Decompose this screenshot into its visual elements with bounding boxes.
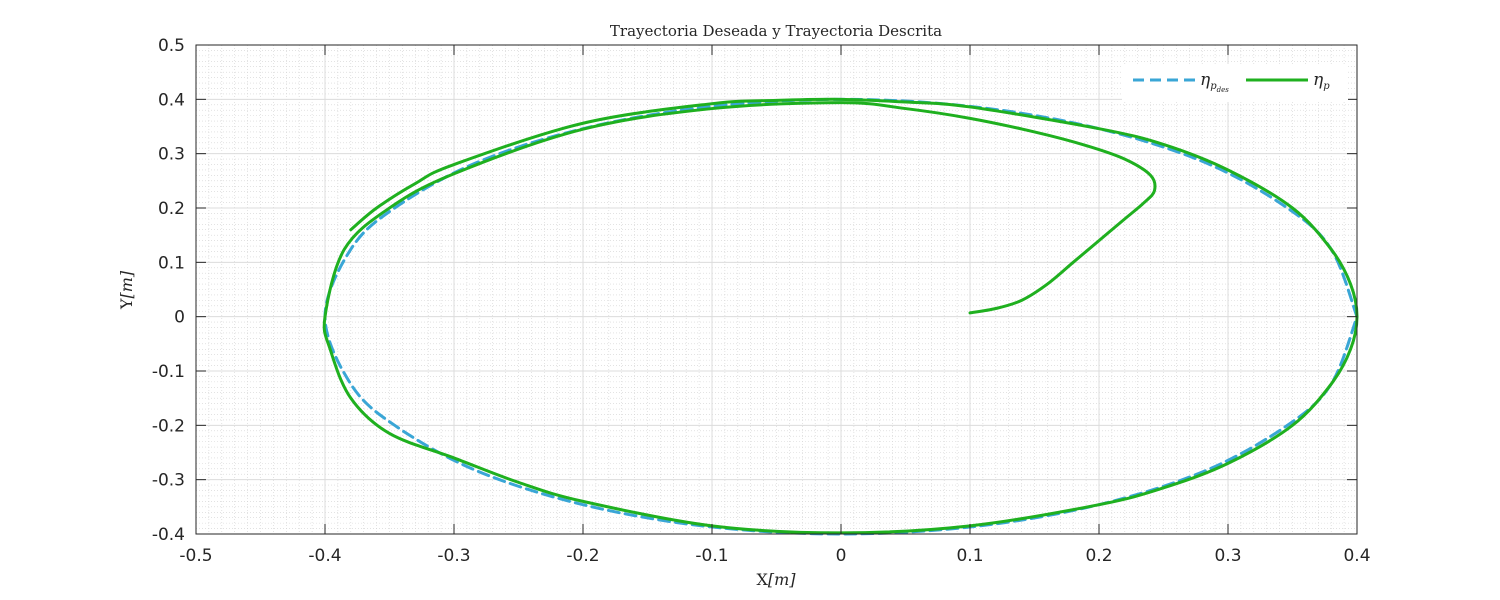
legend-actual-eta: η	[1313, 70, 1324, 90]
ticks-layer	[195, 44, 1358, 535]
x-tick-label: -0.5	[179, 546, 212, 566]
y-tick-label: -0.1	[152, 362, 185, 382]
legend-desired-sub: p	[1210, 81, 1217, 92]
y-axis-label-main: Y	[117, 298, 136, 310]
x-axis-label: X[m]	[756, 570, 796, 589]
y-tick-label: 0.4	[158, 90, 185, 110]
legend-desired-subsub: des	[1217, 86, 1230, 94]
x-tick-label: -0.4	[308, 546, 341, 566]
x-axis-label-unit: [m]	[768, 570, 796, 589]
x-tick-label: 0	[836, 546, 847, 566]
y-tick-label: -0.2	[152, 416, 185, 436]
legend-box	[1122, 64, 1348, 102]
legend-label-actual: ηp	[1313, 70, 1330, 92]
x-tick-label: 0.4	[1343, 546, 1370, 566]
y-axis-label-unit: [m]	[117, 270, 136, 298]
axes-box	[195, 44, 1358, 535]
legend-desired-eta: η	[1200, 70, 1211, 90]
legend: ηpdes ηp	[1122, 64, 1348, 102]
x-tick-label: -0.1	[695, 546, 728, 566]
major-grid	[195, 44, 1358, 535]
minor-grid	[196, 45, 1357, 534]
x-tick-label: -0.2	[566, 546, 599, 566]
y-tick-label: 0.5	[158, 36, 185, 56]
y-tick-label: -0.4	[152, 525, 185, 545]
y-tick-label: 0.3	[158, 145, 185, 165]
x-axis-label-main: X	[756, 570, 768, 589]
chart-title: Trayectoria Deseada y Trayectoria Descri…	[610, 22, 942, 40]
y-tick-label: 0.2	[158, 199, 185, 219]
y-tick-label: 0.1	[158, 253, 185, 273]
tick-labels: -0.5 -0.4 -0.3 -0.2 -0.1 0 0.1 0.2 0.3 0.4-0.4-0.…	[152, 36, 1371, 566]
x-tick-label: -0.3	[437, 546, 470, 566]
y-tick-label: -0.3	[152, 471, 185, 491]
x-tick-label: 0.1	[956, 546, 983, 566]
series-layer	[322, 97, 1359, 536]
legend-actual-sub: p	[1323, 81, 1330, 92]
y-axis-label: Y[m]	[117, 270, 136, 310]
y-tick-label: 0	[174, 308, 185, 328]
x-tick-label: 0.2	[1085, 546, 1112, 566]
series-line-actual	[322, 97, 1359, 535]
legend-label-desired: ηpdes	[1200, 70, 1229, 94]
x-tick-label: 0.3	[1214, 546, 1241, 566]
